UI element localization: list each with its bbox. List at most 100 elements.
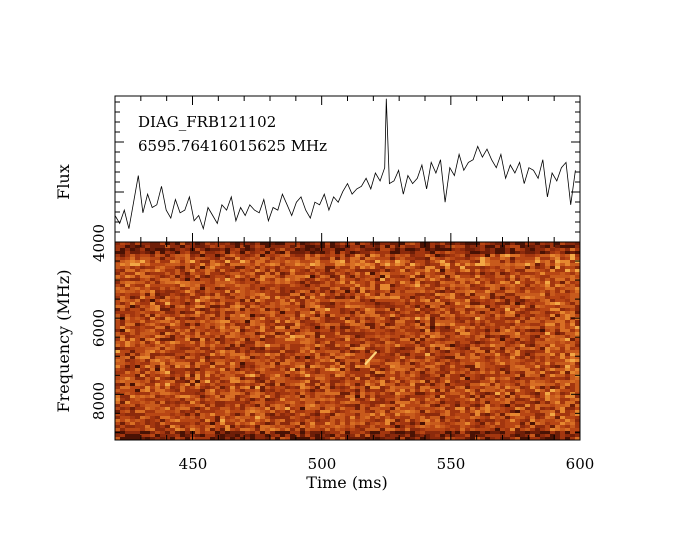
heatmap-cell <box>200 272 206 276</box>
heatmap-cell <box>320 263 326 267</box>
heatmap-cell <box>450 323 456 327</box>
heatmap-cell <box>515 281 521 285</box>
heatmap-cell <box>480 281 486 285</box>
heatmap-cell <box>360 395 366 399</box>
heatmap-cell <box>560 365 566 369</box>
heatmap-cell <box>350 263 356 267</box>
heatmap-cell <box>175 317 181 321</box>
heatmap-cell <box>160 272 166 276</box>
heatmap-cell <box>245 290 251 294</box>
heatmap-cell <box>465 293 471 297</box>
heatmap-cell <box>485 263 491 267</box>
heatmap-cell <box>510 293 516 297</box>
heatmap-cell <box>550 248 556 252</box>
heatmap-cell <box>250 386 256 390</box>
heatmap-cell <box>380 254 386 258</box>
heatmap-cell <box>150 320 156 324</box>
heatmap-cell <box>135 344 141 348</box>
heatmap-cell <box>255 242 261 246</box>
heatmap-cell <box>445 326 451 330</box>
heatmap-cell <box>435 377 441 381</box>
heatmap-cell <box>200 347 206 351</box>
heatmap-cell <box>540 281 546 285</box>
heatmap-cell <box>475 380 481 384</box>
heatmap-cell <box>310 374 316 378</box>
heatmap-cell <box>465 296 471 300</box>
heatmap-cell <box>300 344 306 348</box>
heatmap-cell <box>170 380 176 384</box>
heatmap-cell <box>440 311 446 315</box>
heatmap-cell <box>150 263 156 267</box>
heatmap-cell <box>560 395 566 399</box>
heatmap-cell <box>215 389 221 393</box>
heatmap-cell <box>340 344 346 348</box>
heatmap-cell <box>195 398 201 402</box>
heatmap-cell <box>575 242 581 246</box>
heatmap-cell <box>140 359 146 363</box>
heatmap-cell <box>250 371 256 375</box>
heatmap-cell <box>180 326 186 330</box>
heatmap-cell <box>545 356 551 360</box>
heatmap-cell <box>180 374 186 378</box>
heatmap-cell <box>155 386 161 390</box>
heatmap-cell <box>565 308 571 312</box>
heatmap-cell <box>310 395 316 399</box>
heatmap-cell <box>255 365 261 369</box>
heatmap-cell <box>375 263 381 267</box>
heatmap-cell <box>445 344 451 348</box>
heatmap-cell <box>260 350 266 354</box>
heatmap-cell <box>320 305 326 309</box>
heatmap-cell <box>205 338 211 342</box>
heatmap-cell <box>205 257 211 261</box>
heatmap-cell <box>300 380 306 384</box>
heatmap-cell <box>285 353 291 357</box>
heatmap-cell <box>255 314 261 318</box>
heatmap-cell <box>160 260 166 264</box>
heatmap-cell <box>265 284 271 288</box>
heatmap-cell <box>115 281 121 285</box>
heatmap-cell <box>170 269 176 273</box>
heatmap-cell <box>335 389 341 393</box>
heatmap-cell <box>530 281 536 285</box>
heatmap-cell <box>310 398 316 402</box>
heatmap-cell <box>315 317 321 321</box>
heatmap-cell <box>170 290 176 294</box>
heatmap-cell <box>560 383 566 387</box>
heatmap-cell <box>300 296 306 300</box>
heatmap-cell <box>125 374 131 378</box>
heatmap-cell <box>445 272 451 276</box>
heatmap-cell <box>245 359 251 363</box>
heatmap-cell <box>280 263 286 267</box>
heatmap-cell <box>250 242 256 246</box>
heatmap-cell <box>550 356 556 360</box>
heatmap-cell <box>195 269 201 273</box>
heatmap-cell <box>430 299 436 303</box>
heatmap-cell <box>505 377 511 381</box>
heatmap-cell <box>280 245 286 249</box>
heatmap-cell <box>400 278 406 282</box>
heatmap-cell <box>135 296 141 300</box>
heatmap-cell <box>560 326 566 330</box>
heatmap-cell <box>420 335 426 339</box>
heatmap-cell <box>300 398 306 402</box>
heatmap-cell <box>395 323 401 327</box>
heatmap-cell <box>460 248 466 252</box>
heatmap-cell <box>275 296 281 300</box>
heatmap-cell <box>570 323 576 327</box>
heatmap-cell <box>430 260 436 264</box>
heatmap-cell <box>265 362 271 366</box>
heatmap-cell <box>420 350 426 354</box>
heatmap-cell <box>470 314 476 318</box>
heatmap-cell <box>500 284 506 288</box>
heatmap-cell <box>310 317 316 321</box>
heatmap-cell <box>135 359 141 363</box>
heatmap-cell <box>435 386 441 390</box>
heatmap-cell <box>340 290 346 294</box>
heatmap-cell <box>290 335 296 339</box>
heatmap-cell <box>150 362 156 366</box>
heatmap-cell <box>215 392 221 396</box>
heatmap-cell <box>430 338 436 342</box>
heatmap-cell <box>135 383 141 387</box>
heatmap-cell <box>465 245 471 249</box>
heatmap-cell <box>375 374 381 378</box>
